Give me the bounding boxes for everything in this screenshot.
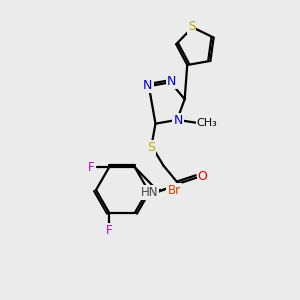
- Text: F: F: [106, 224, 112, 237]
- Text: N: N: [173, 114, 183, 128]
- Text: O: O: [197, 170, 207, 183]
- Text: Br: Br: [167, 184, 181, 196]
- Text: S: S: [148, 141, 155, 154]
- Text: N: N: [167, 75, 176, 88]
- Text: HN: HN: [141, 186, 158, 199]
- Text: S: S: [188, 20, 195, 33]
- Text: N: N: [143, 79, 152, 92]
- Text: F: F: [88, 161, 94, 174]
- Text: CH₃: CH₃: [197, 118, 218, 128]
